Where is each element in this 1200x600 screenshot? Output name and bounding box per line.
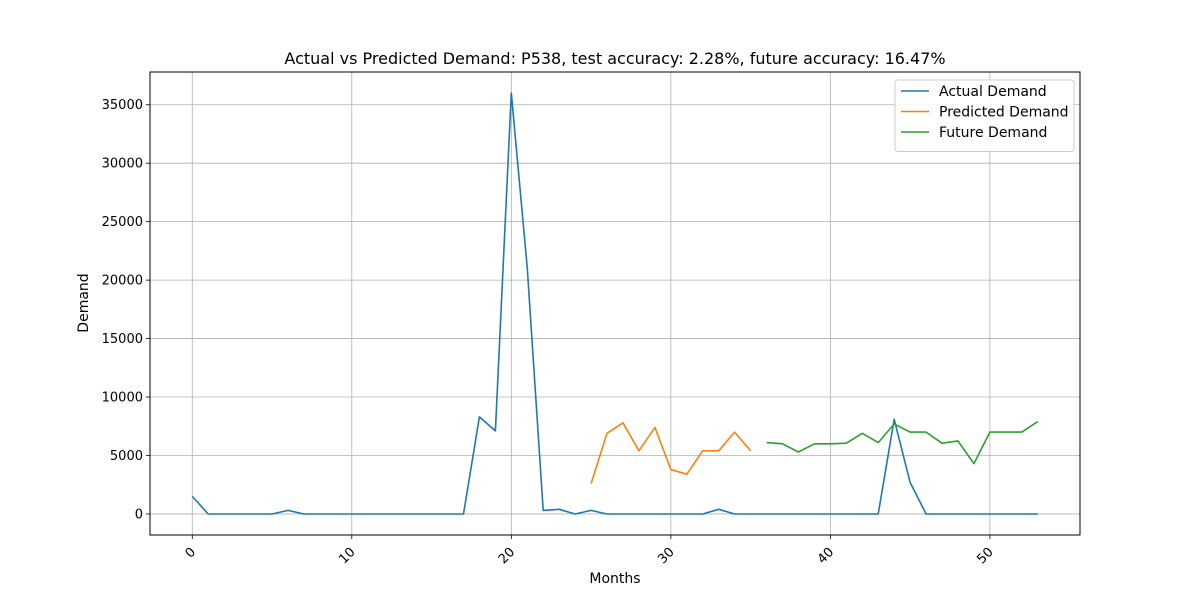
legend-box xyxy=(894,79,1075,152)
grid-layer xyxy=(150,72,1080,535)
y-tick-label: 5000 xyxy=(110,449,143,464)
plot-frame xyxy=(149,71,1081,536)
y-tick-label: 30000 xyxy=(102,157,143,172)
legend-label-predicted-demand: Predicted Demand xyxy=(939,105,1069,121)
series-line-predicted-demand xyxy=(590,421,752,484)
y-axis-label: Demand xyxy=(76,273,92,332)
series-line-actual-demand xyxy=(191,92,1038,515)
y-tick-label: 15000 xyxy=(102,332,143,347)
y-tick-label: 10000 xyxy=(102,391,143,406)
series-line-future-demand xyxy=(766,420,1039,465)
x-axis-label: Months xyxy=(589,571,640,587)
tick-layer: 0 10 20 30 40 5005000100001500020000250003000… xyxy=(102,98,997,567)
chart-title: Actual vs Predicted Demand: P538, test a… xyxy=(284,49,945,68)
y-tick-label: 35000 xyxy=(102,98,143,113)
legend-label-actual-demand: Actual Demand xyxy=(939,84,1047,100)
y-tick-label: 0 xyxy=(135,507,143,522)
legend: Actual Demand Predicted Demand Future Dema… xyxy=(894,79,1075,152)
y-tick-label: 20000 xyxy=(102,274,143,289)
series-layer xyxy=(191,92,1039,515)
y-tick-label: 25000 xyxy=(102,215,143,230)
legend-label-future-demand: Future Demand xyxy=(939,125,1047,141)
